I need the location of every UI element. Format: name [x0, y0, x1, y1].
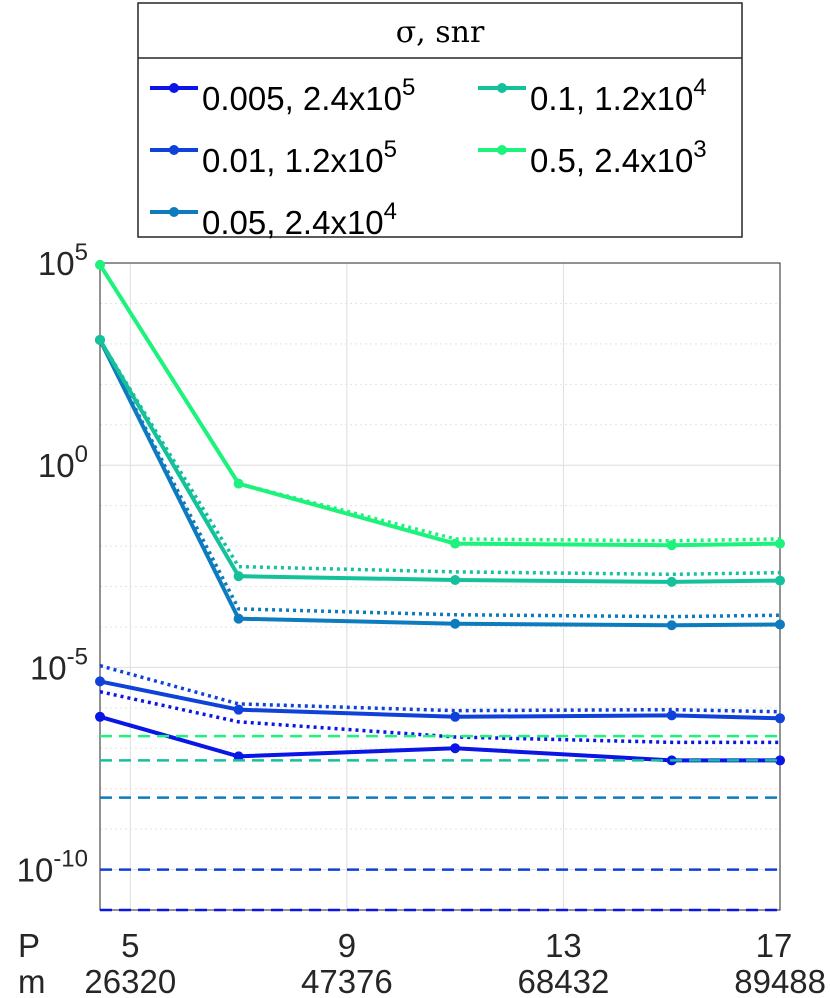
legend-label-text: 0.01, 1.2x10 [202, 142, 384, 179]
series-line [98, 263, 781, 548]
legend-label: 0.5, 2.4x103 [530, 136, 707, 179]
legend-label: 0.05, 2.4x104 [202, 198, 397, 241]
x-tick-label-m: 68432 [518, 963, 610, 998]
y-tick-label: 100 [38, 441, 88, 484]
series-point [450, 574, 461, 585]
x-row-label-m: m [18, 963, 46, 998]
tick-labels: 10510010-510-10Pm52632094737613684321789… [17, 239, 826, 998]
plot-area [99, 262, 781, 911]
grid [100, 262, 781, 911]
legend-swatch-marker [169, 207, 179, 217]
series-point [666, 576, 677, 587]
x-tick-label-m: 47376 [301, 963, 393, 998]
series-point [95, 711, 105, 722]
legend-entry-1: 0.005, 2.4x105 [150, 74, 415, 117]
legend-label-exponent: 4 [693, 74, 706, 101]
series-dotted-line [98, 339, 781, 577]
series-point [233, 613, 244, 624]
legend-entry-5: 0.5, 2.4x103 [478, 136, 707, 179]
series-point [450, 538, 461, 549]
legend-entry-4: 0.1, 1.2x104 [478, 74, 707, 117]
legend-label: 0.005, 2.4x105 [202, 74, 415, 117]
series-point [95, 259, 105, 270]
y-tick-exponent: 0 [75, 441, 88, 468]
y-tick-base: 10 [38, 245, 75, 282]
x-tick-label-P: 9 [338, 927, 356, 964]
y-tick-exponent: -5 [67, 643, 88, 670]
legend-label-text: 0.005, 2.4x10 [202, 80, 402, 117]
x-tick-label-P: 5 [121, 927, 139, 964]
series-line [99, 714, 780, 763]
x-tick-label-P: 17 [756, 927, 793, 964]
series-dotted-line [98, 339, 781, 619]
legend-swatch-marker [497, 145, 507, 155]
legend-swatch-marker [169, 83, 179, 93]
y-tick-base: 10 [38, 447, 75, 484]
legend-label-exponent: 5 [384, 136, 397, 163]
series-point [233, 704, 244, 715]
legend-label: 0.1, 1.2x104 [530, 74, 707, 117]
series-4 [95, 334, 785, 762]
legend-label-text: 0.5, 2.4x10 [530, 142, 693, 179]
series-point [450, 743, 461, 754]
y-tick-exponent: 5 [75, 239, 88, 266]
legend-label: 0.01, 1.2x105 [202, 136, 397, 179]
legend-label-exponent: 3 [693, 136, 706, 163]
legend-label-text: 0.05, 2.4x10 [202, 204, 384, 241]
series-point [775, 713, 785, 724]
legend-box [137, 2, 743, 238]
y-tick-label: 105 [38, 239, 88, 282]
series-point [666, 710, 677, 721]
y-tick-exponent: -10 [53, 846, 88, 873]
series-2 [95, 664, 785, 871]
series-point [666, 620, 677, 631]
legend-entry-3: 0.05, 2.4x104 [150, 198, 397, 241]
series-point [95, 676, 105, 687]
series-point [775, 575, 785, 586]
series-point [775, 538, 785, 549]
legend-label-exponent: 4 [384, 198, 397, 225]
series-dotted-line [98, 263, 781, 543]
legend-title: σ, snr [396, 15, 485, 50]
y-tick-base: 10 [30, 649, 67, 686]
series-line [99, 679, 781, 721]
legend-swatch-marker [169, 145, 179, 155]
series-3 [95, 334, 785, 799]
x-row-label-P: P [18, 927, 40, 964]
legend-label-text: 0.1, 1.2x10 [530, 80, 693, 117]
series-point [450, 618, 461, 629]
legend-swatch-marker [497, 83, 507, 93]
series-point [666, 540, 677, 551]
series-point [233, 571, 244, 582]
series-point [450, 711, 461, 722]
series-point [775, 755, 785, 766]
series-layer [95, 259, 785, 912]
x-tick-label-m: 89488 [734, 963, 826, 998]
legend-entry-2: 0.01, 1.2x105 [150, 136, 397, 179]
y-tick-base: 10 [17, 852, 54, 889]
x-tick-label-P: 13 [545, 927, 582, 964]
y-tick-label: 10-10 [17, 846, 88, 889]
legend-label-exponent: 5 [402, 74, 415, 101]
y-tick-label: 10-5 [30, 643, 88, 686]
series-point [95, 334, 105, 345]
series-5 [95, 259, 785, 738]
series-dotted-line [99, 690, 780, 745]
series-1 [95, 690, 785, 912]
series-point [233, 751, 244, 762]
series-point [775, 619, 785, 630]
x-tick-label-m: 26320 [84, 963, 176, 998]
series-point [233, 478, 244, 489]
series-dotted-line [99, 664, 781, 714]
